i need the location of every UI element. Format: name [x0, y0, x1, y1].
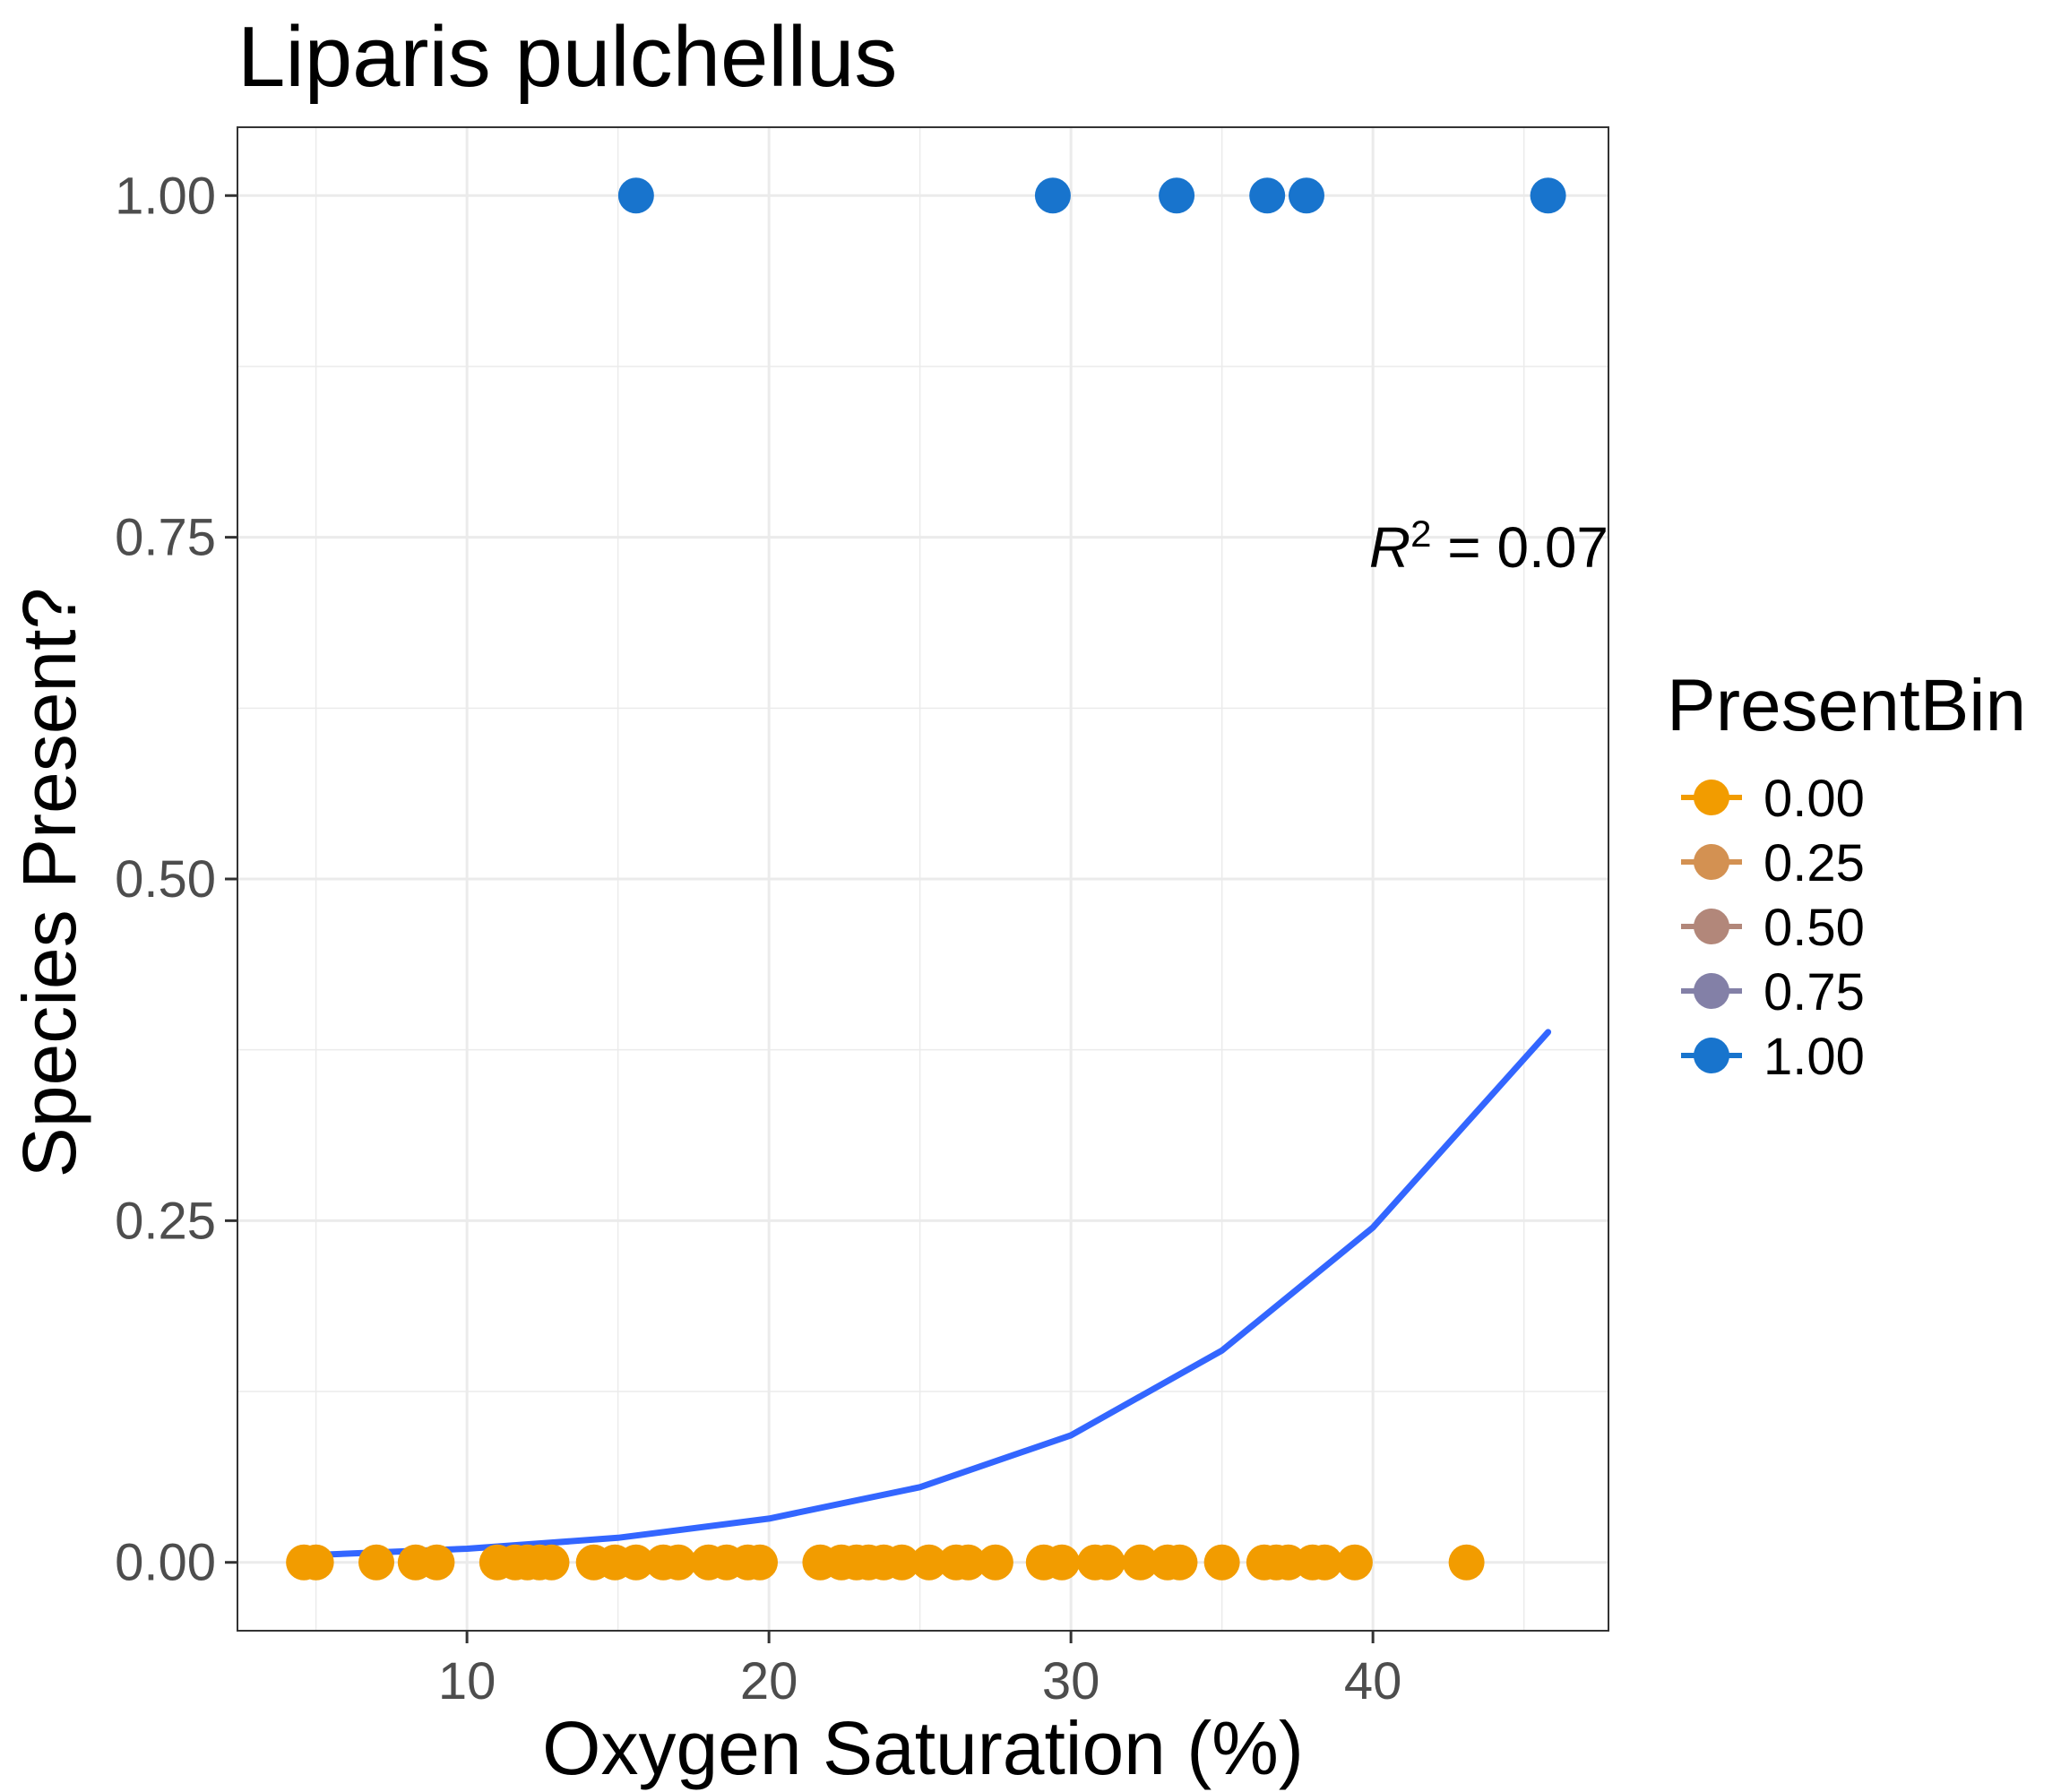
legend-item: 0.50	[1681, 899, 1865, 957]
data-points	[286, 177, 1566, 1581]
legend-label: 0.25	[1763, 834, 1865, 892]
data-point	[977, 1544, 1013, 1581]
data-point	[884, 1544, 920, 1581]
data-point	[617, 1544, 654, 1581]
legend-item: 1.00	[1681, 1028, 1865, 1086]
x-tick-label: 40	[1344, 1652, 1402, 1710]
legend-label: 0.50	[1763, 899, 1865, 957]
legend-key-point	[1694, 973, 1729, 1009]
legend-item: 0.75	[1681, 963, 1865, 1021]
data-point	[1336, 1544, 1373, 1581]
legend-label: 0.75	[1763, 963, 1865, 1021]
y-tick-label: 1.00	[115, 167, 216, 225]
y-tick-label: 0.25	[115, 1192, 216, 1250]
legend: 0.00 0.25 0.50 0.75 1.00	[1681, 770, 1865, 1086]
legend-item: 0.00	[1681, 770, 1865, 828]
legend-title: PresentBin	[1667, 665, 2026, 746]
x-axis-title: Oxygen Saturation (%)	[542, 1706, 1304, 1790]
data-point	[1089, 1544, 1125, 1581]
legend-label: 1.00	[1763, 1028, 1865, 1086]
data-point	[950, 1544, 987, 1581]
r-superscript: 2	[1410, 513, 1431, 555]
data-point	[742, 1544, 779, 1581]
y-tick-label: 0.50	[115, 850, 216, 909]
data-point	[910, 1544, 947, 1581]
legend-label: 0.00	[1763, 770, 1865, 828]
data-point	[358, 1544, 395, 1581]
data-point	[660, 1544, 697, 1581]
data-point	[1288, 177, 1324, 214]
data-point	[1044, 1544, 1081, 1581]
data-point	[1203, 1544, 1240, 1581]
data-point	[418, 1544, 455, 1581]
legend-key-point	[1694, 780, 1729, 815]
x-tick-label: 30	[1042, 1652, 1100, 1710]
data-point	[533, 1544, 570, 1581]
r-squared-annotation: R2 = 0.07	[1369, 513, 1608, 581]
data-point	[617, 177, 654, 214]
data-point	[1159, 177, 1195, 214]
data-point	[298, 1544, 334, 1581]
data-point	[1122, 1544, 1159, 1581]
data-point	[1448, 1544, 1485, 1581]
x-tick-label: 20	[740, 1652, 798, 1710]
r-squared-value: = 0.07	[1432, 515, 1609, 580]
data-point	[1249, 177, 1286, 214]
data-point	[1161, 1544, 1198, 1581]
grid-lines	[237, 127, 1608, 1631]
y-axis-ticks: 0.00 0.25 0.50 0.75 1.00	[115, 167, 237, 1592]
data-point	[1306, 1544, 1343, 1581]
data-point	[1530, 177, 1566, 214]
y-tick-label: 0.00	[115, 1534, 216, 1592]
y-tick-label: 0.75	[115, 509, 216, 567]
data-point	[1034, 177, 1071, 214]
x-axis-ticks: 10 20 30 40	[438, 1631, 1402, 1710]
r-symbol: R	[1369, 515, 1410, 580]
x-tick-label: 10	[438, 1652, 496, 1710]
legend-item: 0.25	[1681, 834, 1865, 892]
legend-key-point	[1694, 844, 1729, 880]
y-axis-title: Species Present?	[7, 588, 91, 1177]
legend-key-point	[1694, 1038, 1729, 1073]
chart-title: Liparis pulchellus	[237, 9, 897, 105]
legend-key-point	[1694, 909, 1729, 944]
